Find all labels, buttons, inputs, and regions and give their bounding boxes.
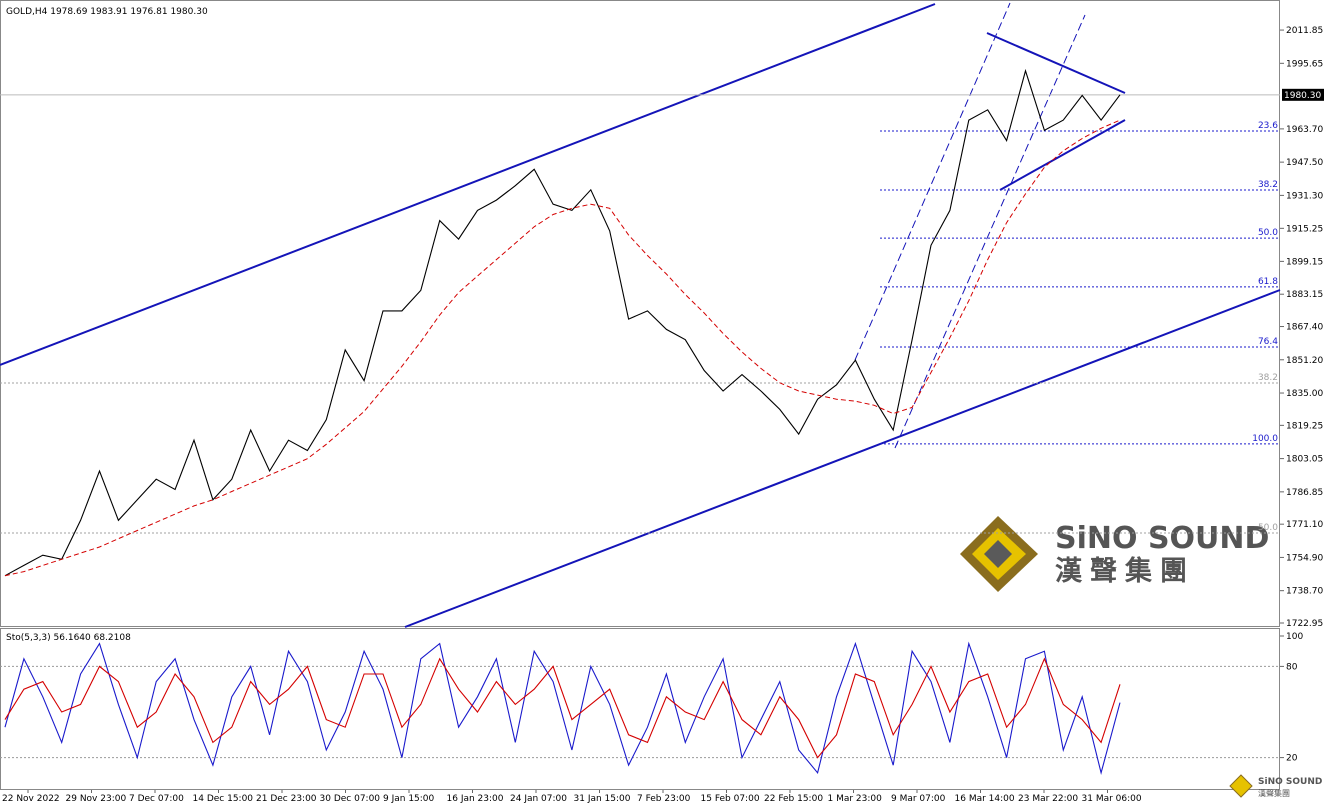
x-tick-label: 7 Dec 07:00 — [129, 794, 184, 804]
y-tick-label: 20 — [1286, 754, 1298, 764]
price-line — [4, 68, 1121, 577]
fib-label: 38.2 — [1258, 180, 1278, 190]
dashed-line — [854, 2, 1011, 361]
x-tick-label: 22 Nov 2022 — [2, 794, 60, 804]
x-tick-label: 24 Jan 07:00 — [510, 794, 567, 804]
y-tick-label: 1947.50 — [1286, 158, 1323, 168]
y-tick-label: 1851.20 — [1286, 356, 1323, 366]
last-price-box — [1282, 88, 1324, 101]
fib-label: 100.0 — [1252, 434, 1278, 444]
y-tick-label: 1963.70 — [1286, 125, 1323, 135]
dashed-line — [894, 14, 1086, 449]
brand-chinese-small: 漢聲集團 — [1258, 788, 1290, 798]
brand-name-small: SiNO SOUND — [1258, 777, 1322, 787]
y-tick-label: 100 — [1286, 632, 1303, 642]
x-tick-label: 23 Mar 22:00 — [1018, 794, 1078, 804]
fib-label: 61.8 — [1258, 277, 1278, 287]
logo-core — [984, 540, 1012, 568]
fib-label: 23.6 — [1258, 121, 1278, 131]
brand-name: SiNO SOUND — [1055, 521, 1269, 556]
watermark: SiNO SOUND 漢聲集團 SiNO SOUND 漢聲集團 — [960, 516, 1322, 798]
y-tick-label: 1883.15 — [1286, 290, 1323, 300]
y-tick-label: 2011.85 — [1286, 26, 1323, 36]
fib-label: 50.0 — [1258, 228, 1278, 238]
indicator-title: Sto(5,3,3) 56.1640 68.2108 — [6, 633, 131, 643]
x-tick-label: 31 Jan 15:00 — [574, 794, 631, 804]
x-tick-label: 1 Mar 23:00 — [828, 794, 883, 804]
x-tick-label: 30 Dec 07:00 — [320, 794, 381, 804]
channel-upper — [0, 3, 936, 366]
y-tick-label: 1738.70 — [1286, 587, 1323, 597]
fib-label: 50.0 — [1258, 523, 1278, 533]
brand-chinese: 漢聲集團 — [1055, 555, 1195, 587]
y-tick-label: 1867.40 — [1286, 323, 1323, 333]
triangle-upper — [986, 32, 1126, 94]
indicator-frame — [0, 628, 1280, 790]
fib-label: 76.4 — [1258, 337, 1278, 347]
price-line — [4, 119, 1121, 577]
fib-label: 38.2 — [1258, 373, 1278, 383]
y-tick-label: 1819.25 — [1286, 421, 1323, 431]
y-tick-label: 1771.10 — [1286, 520, 1323, 530]
x-tick-label: 31 Mar 06:00 — [1082, 794, 1142, 804]
y-tick-label: 80 — [1286, 662, 1298, 672]
price-line — [4, 641, 1121, 775]
y-tick-label: 1915.25 — [1286, 224, 1323, 234]
y-tick-label: 1754.90 — [1286, 553, 1323, 563]
x-tick-label: 16 Jan 23:00 — [447, 794, 504, 804]
x-tick-label: 14 Dec 15:00 — [193, 794, 254, 804]
y-tick-label: 1931.30 — [1286, 191, 1323, 201]
last-price-label: 1980.30 — [1284, 91, 1321, 101]
x-tick-label: 29 Nov 23:00 — [66, 794, 127, 804]
dashed-trendlines — [854, 2, 1086, 449]
y-tick-label: 1786.85 — [1286, 488, 1323, 498]
y-tick-label: 1803.05 — [1286, 455, 1323, 465]
trendlines — [0, 3, 1281, 628]
logo-small — [1229, 774, 1253, 798]
y-tick-label: 1995.65 — [1286, 59, 1323, 69]
price-line — [4, 657, 1121, 759]
triangle-lower — [999, 119, 1126, 191]
channel-lower — [404, 289, 1281, 628]
chart-title: GOLD,H4 1978.69 1983.91 1976.81 1980.30 — [6, 7, 208, 17]
x-tick-label: 21 Dec 23:00 — [256, 794, 317, 804]
x-tick-label: 9 Jan 15:00 — [383, 794, 435, 804]
x-tick-label: 16 Mar 14:00 — [955, 794, 1015, 804]
main-frame — [0, 0, 1280, 627]
y-tick-label: 1835.00 — [1286, 389, 1323, 399]
x-tick-label: 15 Feb 07:00 — [701, 794, 760, 804]
x-tick-label: 9 Mar 07:00 — [891, 794, 946, 804]
x-tick-label: 22 Feb 15:00 — [764, 794, 823, 804]
x-tick-label: 7 Feb 23:00 — [637, 794, 691, 804]
y-tick-label: 1899.15 — [1286, 257, 1323, 267]
y-tick-label: 1722.95 — [1286, 619, 1323, 629]
